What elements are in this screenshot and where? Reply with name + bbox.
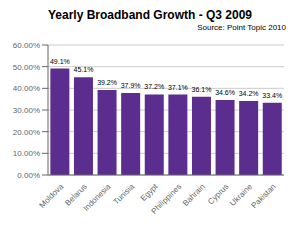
svg-text:Indonesia: Indonesia xyxy=(82,182,113,213)
svg-text:60.00%: 60.00% xyxy=(13,41,40,50)
svg-text:37.1%: 37.1% xyxy=(168,84,188,91)
html-text:Yearly Broadband Growth - Q3 2: Yearly Broadband Growth - Q3 2009 xyxy=(48,8,252,22)
svg-text:30.00%: 30.00% xyxy=(13,106,40,115)
svg-text:33.4%: 33.4% xyxy=(262,92,282,99)
svg-text:40.00%: 40.00% xyxy=(13,84,40,93)
svg-text:0.00%: 0.00% xyxy=(17,171,40,180)
svg-text:Cyprus: Cyprus xyxy=(206,182,230,206)
svg-text:50.00%: 50.00% xyxy=(13,63,40,72)
svg-text:Bahrain: Bahrain xyxy=(181,182,207,208)
svg-text:Belarus: Belarus xyxy=(63,182,89,208)
svg-text:Tunisia: Tunisia xyxy=(112,182,137,207)
svg-text:Moldova: Moldova xyxy=(37,182,65,210)
svg-text:Pakistan: Pakistan xyxy=(250,182,278,210)
svg-text:37.2%: 37.2% xyxy=(144,83,164,90)
html-text:Source: Point Topic 2010: Source: Point Topic 2010 xyxy=(197,23,286,32)
svg-text:20.00%: 20.00% xyxy=(13,128,40,137)
svg-text:34.2%: 34.2% xyxy=(239,90,259,97)
svg-text:45.1%: 45.1% xyxy=(74,66,94,73)
svg-text:37.9%: 37.9% xyxy=(121,82,141,89)
svg-text:Philippines: Philippines xyxy=(149,182,183,216)
svg-text:36.1%: 36.1% xyxy=(192,86,212,93)
svg-text:39.2%: 39.2% xyxy=(97,79,117,86)
svg-text:34.6%: 34.6% xyxy=(215,89,235,96)
svg-text:10.00%: 10.00% xyxy=(13,149,40,158)
svg-text:49.1%: 49.1% xyxy=(50,58,70,65)
svg-text:Ukraine: Ukraine xyxy=(228,182,254,208)
svg-text:Egypt: Egypt xyxy=(139,182,160,203)
